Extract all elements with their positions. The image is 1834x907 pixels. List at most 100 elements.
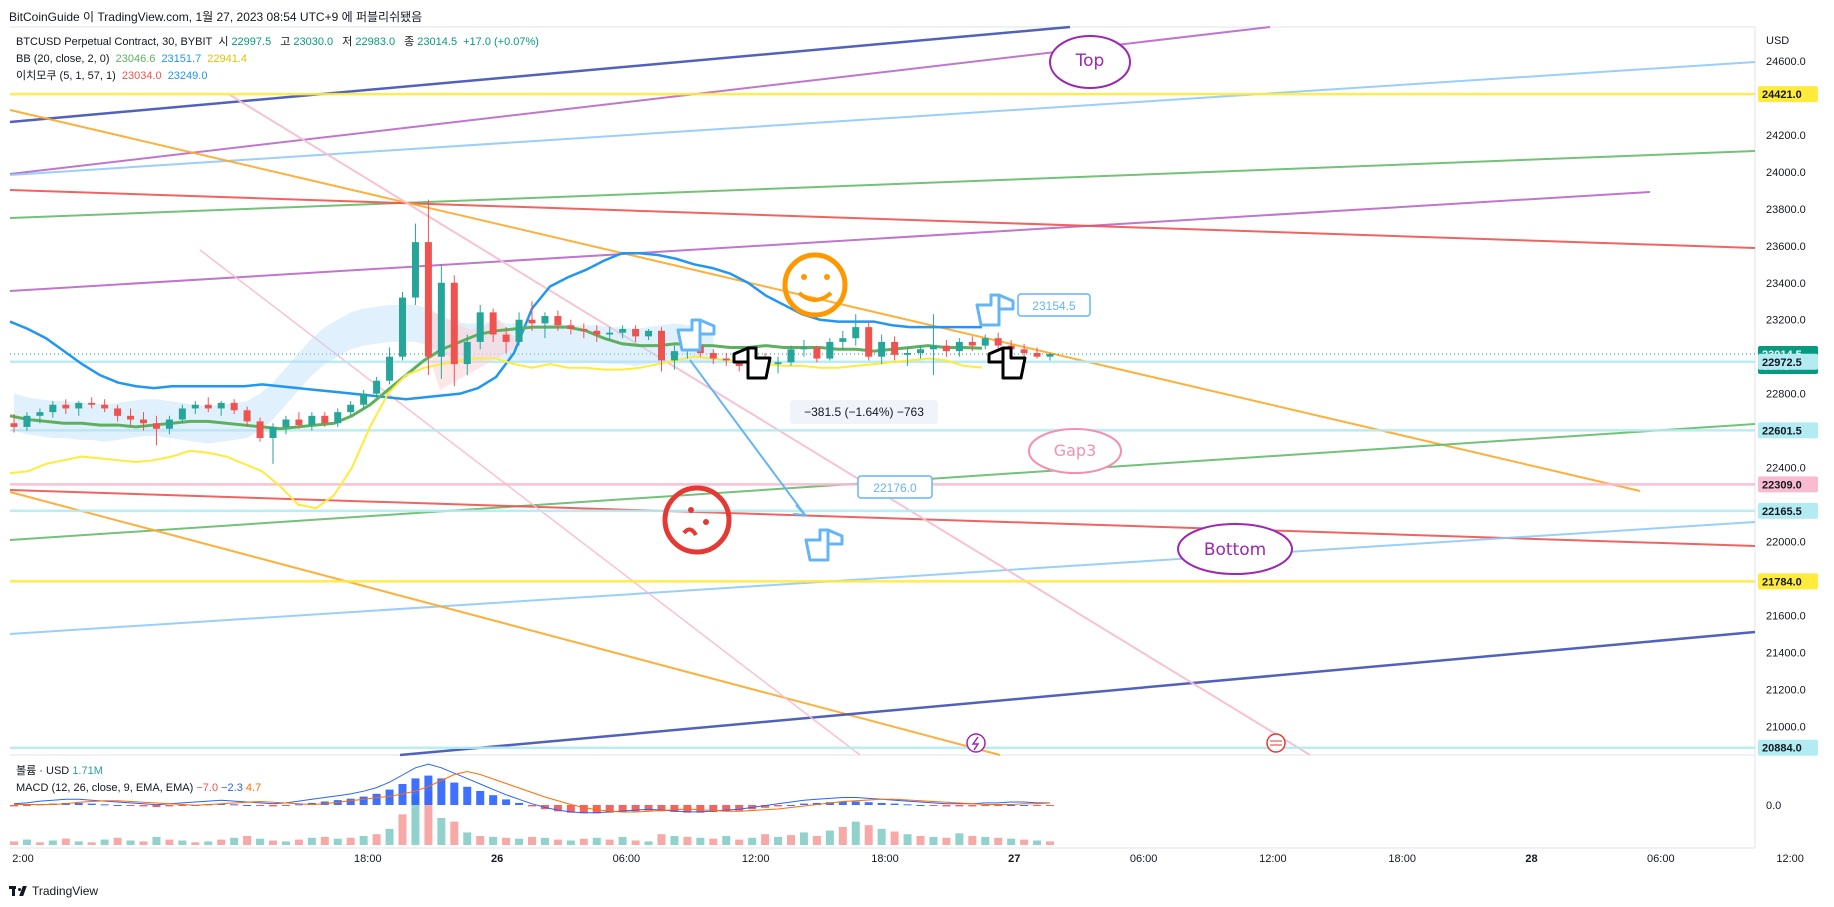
macd-hist-bar	[787, 805, 795, 806]
price-badge-label: 22972.5	[1762, 357, 1802, 369]
us-flag-event-icon	[1266, 733, 1286, 753]
legend-ichimoku-label[interactable]: 이치모쿠 (5, 1, 57, 1)	[16, 70, 116, 82]
footer-brand: TradingView	[9, 884, 98, 898]
volume-label[interactable]: 볼륨 · USD	[16, 765, 70, 777]
macd-hist-bar	[774, 805, 783, 807]
candle-body	[852, 327, 860, 339]
macd-hist-bar	[22, 805, 31, 806]
candle-body	[839, 338, 847, 342]
macd-hist-bar	[799, 803, 808, 805]
arrow-line	[689, 359, 806, 516]
x-tick-label: 06:00	[1130, 853, 1158, 865]
price-note-text: 22176.0	[873, 481, 917, 495]
volume-bar	[631, 840, 640, 845]
macd-hist-bar	[1046, 805, 1054, 806]
macd-hist-bar	[890, 803, 899, 805]
y-tick-label: 21600.0	[1766, 610, 1806, 622]
macd-hist-bar	[942, 805, 951, 807]
y-tick-label: 22800.0	[1766, 389, 1806, 401]
happy-face-eye	[801, 274, 807, 280]
macd-hist-bar	[1007, 805, 1016, 806]
macd-hist-bar	[981, 805, 990, 806]
macd-label[interactable]: MACD (12, 26, close, 9, EMA, EMA)	[16, 782, 194, 794]
macd-hist-bar	[644, 805, 653, 811]
main-legend: BTCUSD Perpetual Contract, 30, BYBIT 시 22…	[16, 34, 542, 85]
volume-bar	[48, 840, 57, 845]
x-tick-label: 2:00	[12, 853, 33, 865]
candle-body	[1033, 352, 1041, 357]
candle-body	[904, 352, 912, 355]
candle-body	[955, 341, 963, 352]
volume-bar	[851, 821, 860, 845]
volume-bar	[838, 827, 847, 845]
volume-bar	[735, 839, 744, 845]
trend-line	[9, 25, 1071, 124]
candle-body	[243, 410, 251, 422]
candle-body	[878, 341, 886, 357]
candle-body	[230, 402, 238, 411]
candle-body	[722, 358, 730, 361]
volume-bar	[761, 834, 770, 845]
candle-body	[23, 415, 31, 427]
macd-hist-bar	[968, 805, 977, 807]
macd-hist-bar	[592, 805, 601, 814]
volume-bar	[579, 838, 588, 845]
macd-hist-bar	[955, 805, 964, 807]
candles	[10, 199, 1054, 464]
price-note-box	[857, 475, 933, 499]
trend-line	[9, 150, 1756, 219]
candle-body	[502, 334, 510, 342]
y-tick-label: 21200.0	[1766, 684, 1806, 696]
y-tick-label: 21400.0	[1766, 647, 1806, 659]
macd-hist-bar	[139, 805, 148, 807]
hand-shape	[804, 528, 844, 562]
volume-bar	[670, 836, 679, 845]
volume-bar	[722, 836, 731, 845]
happy-face-mouth	[797, 291, 833, 302]
macd-hist-value: −7.0	[196, 782, 219, 794]
legend-close: 23014.5	[417, 36, 458, 48]
macd-hist-bar	[281, 805, 290, 806]
volume-bar	[748, 837, 757, 845]
price-axis[interactable]: USD 24600.0 24200.0 24000.0 23800.0 23600.0 23…	[1766, 35, 1806, 812]
currency-label: USD	[1766, 35, 1789, 47]
volume-bar	[372, 834, 381, 845]
volume-bar	[618, 836, 627, 845]
volume-bar	[476, 836, 485, 845]
volume-bar	[437, 818, 446, 845]
trend-line	[9, 489, 1756, 547]
macd-signal-value: 4.7	[245, 782, 262, 794]
macd-hist-bar	[463, 786, 472, 805]
hand-shape	[987, 346, 1027, 380]
price-badge	[1758, 353, 1818, 370]
volume-bar	[35, 842, 44, 845]
candle-body	[152, 423, 160, 429]
macd-hist-bar	[929, 805, 938, 806]
happy-face-eye	[824, 274, 830, 280]
price-badge-label: 22601.5	[1762, 425, 1802, 437]
macd-hist-bar	[851, 801, 860, 805]
y-tick-label: 22000.0	[1766, 536, 1806, 548]
volume-bar	[955, 833, 964, 845]
macd-hist-bar	[113, 805, 122, 806]
volume-bar	[191, 842, 200, 845]
candle-body	[619, 328, 627, 333]
candle-body	[787, 349, 795, 363]
candle-body	[865, 327, 873, 357]
sad-face-icon	[662, 485, 732, 555]
legend-symbol[interactable]: BTCUSD Perpetual Contract, 30, BYBIT	[16, 36, 213, 48]
measure-box	[790, 400, 938, 424]
candle-body	[709, 352, 717, 359]
hand-shape	[676, 318, 716, 352]
macd-hist-bar	[553, 805, 562, 812]
x-tick-label: 12:00	[742, 853, 770, 865]
arrow-head	[792, 504, 808, 517]
candle-body	[891, 341, 899, 355]
y-tick-label: 24600.0	[1766, 56, 1806, 68]
price-badge	[1758, 502, 1818, 519]
time-axis[interactable]: 2:00 18:00 26 06:00 12:00 18:00 27 06:00 12:00 18…	[12, 853, 1834, 865]
macd-hist-bar	[243, 805, 252, 806]
legend-bb-label[interactable]: BB (20, close, 2, 0)	[16, 53, 110, 65]
volume-bar	[256, 838, 265, 845]
